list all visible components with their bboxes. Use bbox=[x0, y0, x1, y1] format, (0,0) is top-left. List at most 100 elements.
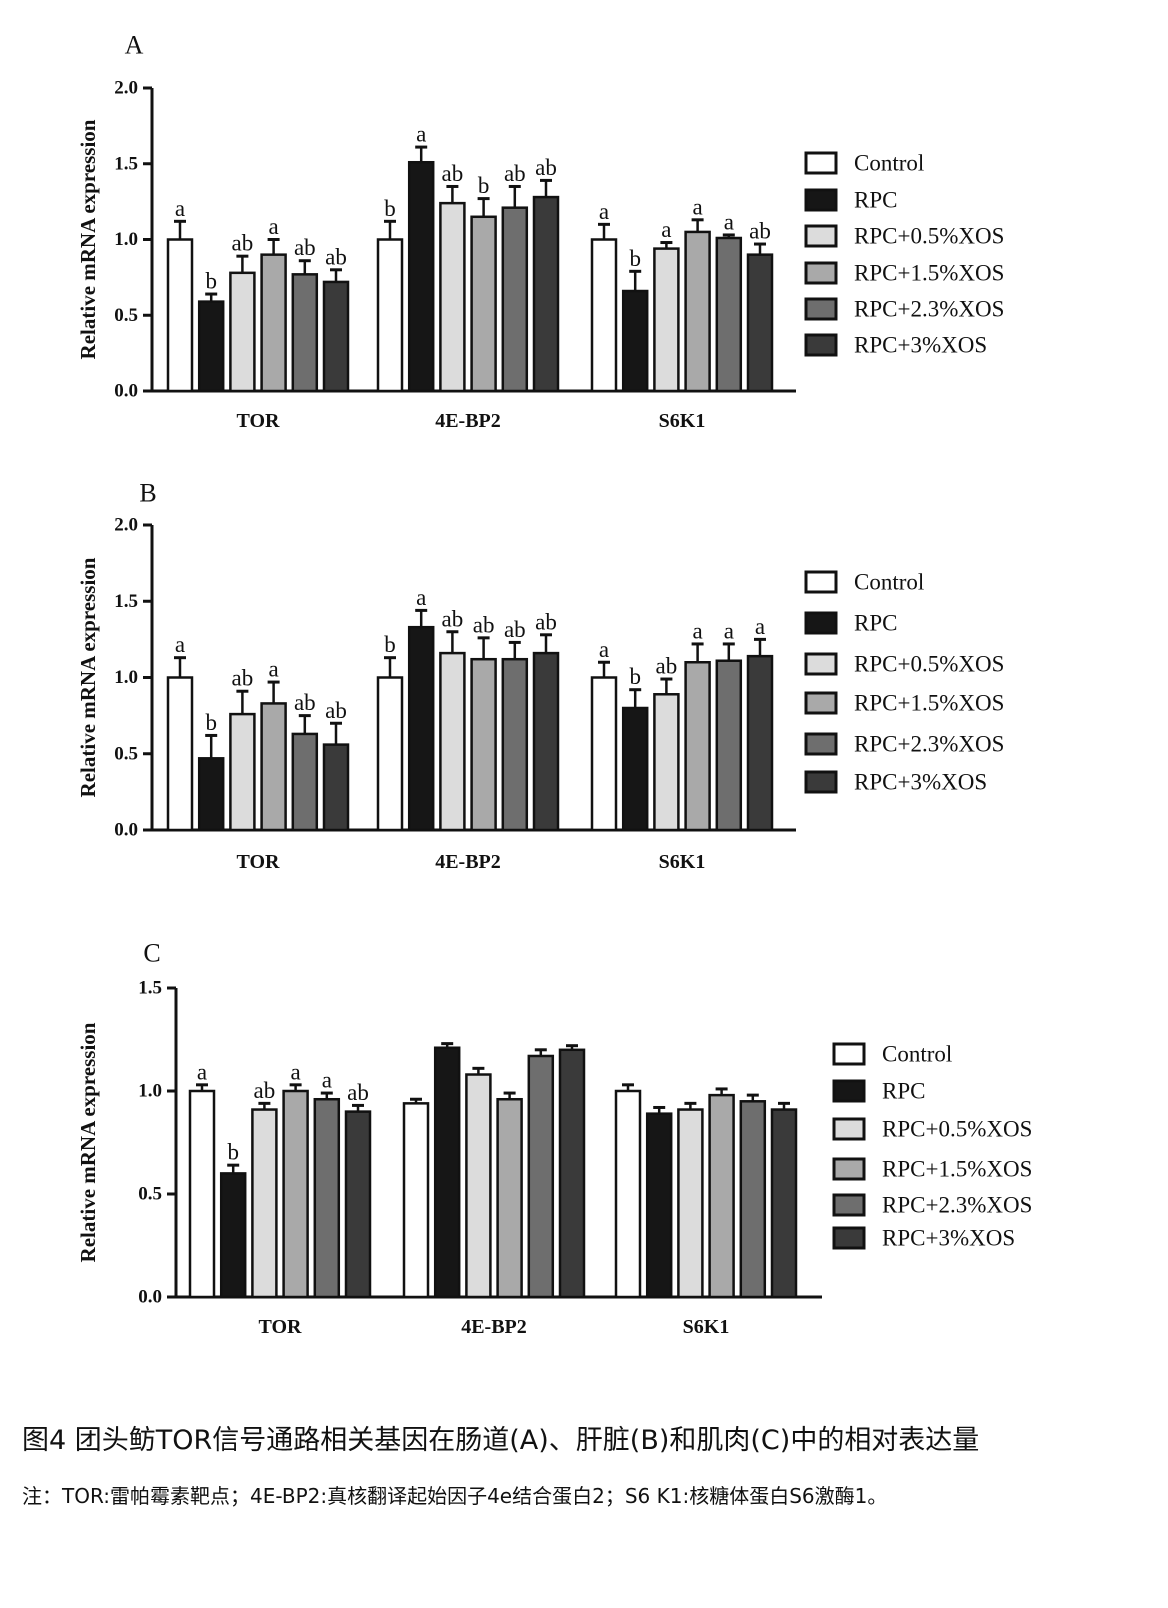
legend-swatch bbox=[832, 1157, 866, 1181]
bar bbox=[197, 300, 225, 393]
legend-label: RPC+2.3%XOS bbox=[882, 1193, 1032, 1218]
bar bbox=[684, 230, 711, 393]
bar bbox=[291, 732, 319, 832]
significance-label: ab bbox=[656, 654, 678, 679]
significance-label: a bbox=[175, 632, 185, 657]
significance-label: ab bbox=[325, 698, 347, 723]
legend-label: RPC+3%XOS bbox=[854, 333, 987, 358]
legend-swatch bbox=[832, 1193, 866, 1217]
legend-swatch bbox=[804, 224, 838, 248]
legend-swatch bbox=[832, 1226, 866, 1250]
legend-label: RPC+2.3%XOS bbox=[854, 297, 1004, 322]
y-tick-label: 0.0 bbox=[114, 820, 138, 841]
bar bbox=[322, 743, 350, 832]
category-label: 4E-BP2 bbox=[461, 1316, 527, 1338]
category-label: TOR bbox=[237, 851, 281, 873]
significance-label: ab bbox=[294, 690, 316, 715]
bar bbox=[770, 1108, 798, 1299]
bar bbox=[527, 1054, 555, 1299]
bar bbox=[532, 651, 560, 832]
significance-label: ab bbox=[749, 219, 771, 244]
category-label: S6K1 bbox=[659, 851, 706, 873]
legend-swatch bbox=[804, 261, 838, 285]
legend-swatch bbox=[832, 1079, 866, 1103]
significance-label: ab bbox=[504, 617, 526, 642]
significance-label: a bbox=[724, 618, 734, 643]
significance-label: ab bbox=[232, 666, 254, 691]
significance-label: ab bbox=[232, 231, 254, 256]
bar bbox=[439, 651, 466, 832]
y-tick-label: 2.0 bbox=[114, 78, 138, 99]
bar bbox=[322, 280, 350, 393]
legend-swatch bbox=[804, 691, 838, 715]
y-tick-label: 1.0 bbox=[114, 667, 138, 688]
significance-label: a bbox=[599, 637, 609, 662]
significance-label: a bbox=[175, 196, 185, 221]
significance-label: ab bbox=[504, 161, 526, 186]
bar bbox=[260, 253, 287, 393]
significance-label: a bbox=[661, 217, 671, 242]
legend-swatch bbox=[804, 297, 838, 321]
legend-swatch bbox=[804, 188, 838, 212]
bar bbox=[260, 702, 287, 832]
bar bbox=[558, 1048, 586, 1299]
bar bbox=[645, 1112, 673, 1299]
legend-swatch bbox=[804, 732, 838, 756]
legend-swatch bbox=[804, 770, 838, 794]
legend-swatch bbox=[804, 570, 838, 594]
significance-label: b bbox=[629, 246, 641, 271]
bar bbox=[251, 1108, 278, 1299]
legend-label: Control bbox=[882, 1042, 952, 1067]
bar bbox=[653, 247, 680, 393]
bar bbox=[715, 236, 743, 393]
bar bbox=[715, 659, 743, 832]
significance-label: a bbox=[692, 618, 702, 643]
significance-label: ab bbox=[294, 235, 316, 260]
significance-label: b bbox=[205, 710, 217, 735]
legend: Control RPC RPC+0.5%XOS RPC+1.5%XOS RPC+2.3%… bbox=[804, 570, 1004, 795]
bar bbox=[229, 271, 256, 393]
bar bbox=[532, 195, 560, 393]
significance-label: a bbox=[290, 1059, 300, 1084]
y-tick-label: 0.0 bbox=[114, 381, 138, 402]
panel-letter: B bbox=[139, 479, 156, 508]
legend-swatch bbox=[804, 611, 838, 635]
bar bbox=[166, 676, 194, 832]
significance-label: ab bbox=[473, 612, 495, 637]
bar bbox=[439, 201, 466, 393]
bar bbox=[313, 1097, 341, 1299]
bar bbox=[501, 657, 529, 832]
bar bbox=[402, 1102, 430, 1299]
bar bbox=[376, 238, 404, 393]
bar bbox=[677, 1108, 704, 1299]
bar bbox=[501, 206, 529, 393]
bar bbox=[590, 238, 618, 393]
legend-label: RPC+3%XOS bbox=[882, 1226, 1015, 1251]
legend-label: RPC bbox=[882, 1079, 925, 1104]
significance-label: a bbox=[599, 199, 609, 224]
y-tick-label: 0.0 bbox=[138, 1287, 162, 1308]
legend-swatch bbox=[804, 151, 838, 175]
significance-label: a bbox=[268, 214, 278, 239]
y-axis-label: Relative mRNA expression bbox=[76, 119, 100, 359]
legend-label: RPC bbox=[854, 611, 897, 636]
significance-label: b bbox=[478, 173, 490, 198]
legend-swatch bbox=[832, 1117, 866, 1141]
significance-label: b bbox=[629, 664, 641, 689]
bar bbox=[590, 676, 618, 832]
legend-label: RPC+1.5%XOS bbox=[854, 691, 1004, 716]
bar bbox=[470, 215, 497, 393]
y-tick-label: 0.5 bbox=[138, 1184, 162, 1205]
bar bbox=[376, 676, 404, 832]
legend-label: RPC+1.5%XOS bbox=[854, 261, 1004, 286]
legend-label: Control bbox=[854, 570, 924, 595]
significance-label: a bbox=[724, 209, 734, 234]
bar bbox=[229, 712, 256, 832]
y-tick-label: 0.5 bbox=[114, 305, 138, 326]
panel-letter: C bbox=[143, 939, 160, 968]
significance-label: b bbox=[384, 632, 396, 657]
significance-label: ab bbox=[254, 1078, 276, 1103]
legend-label: RPC bbox=[854, 188, 897, 213]
category-label: S6K1 bbox=[683, 1316, 730, 1338]
